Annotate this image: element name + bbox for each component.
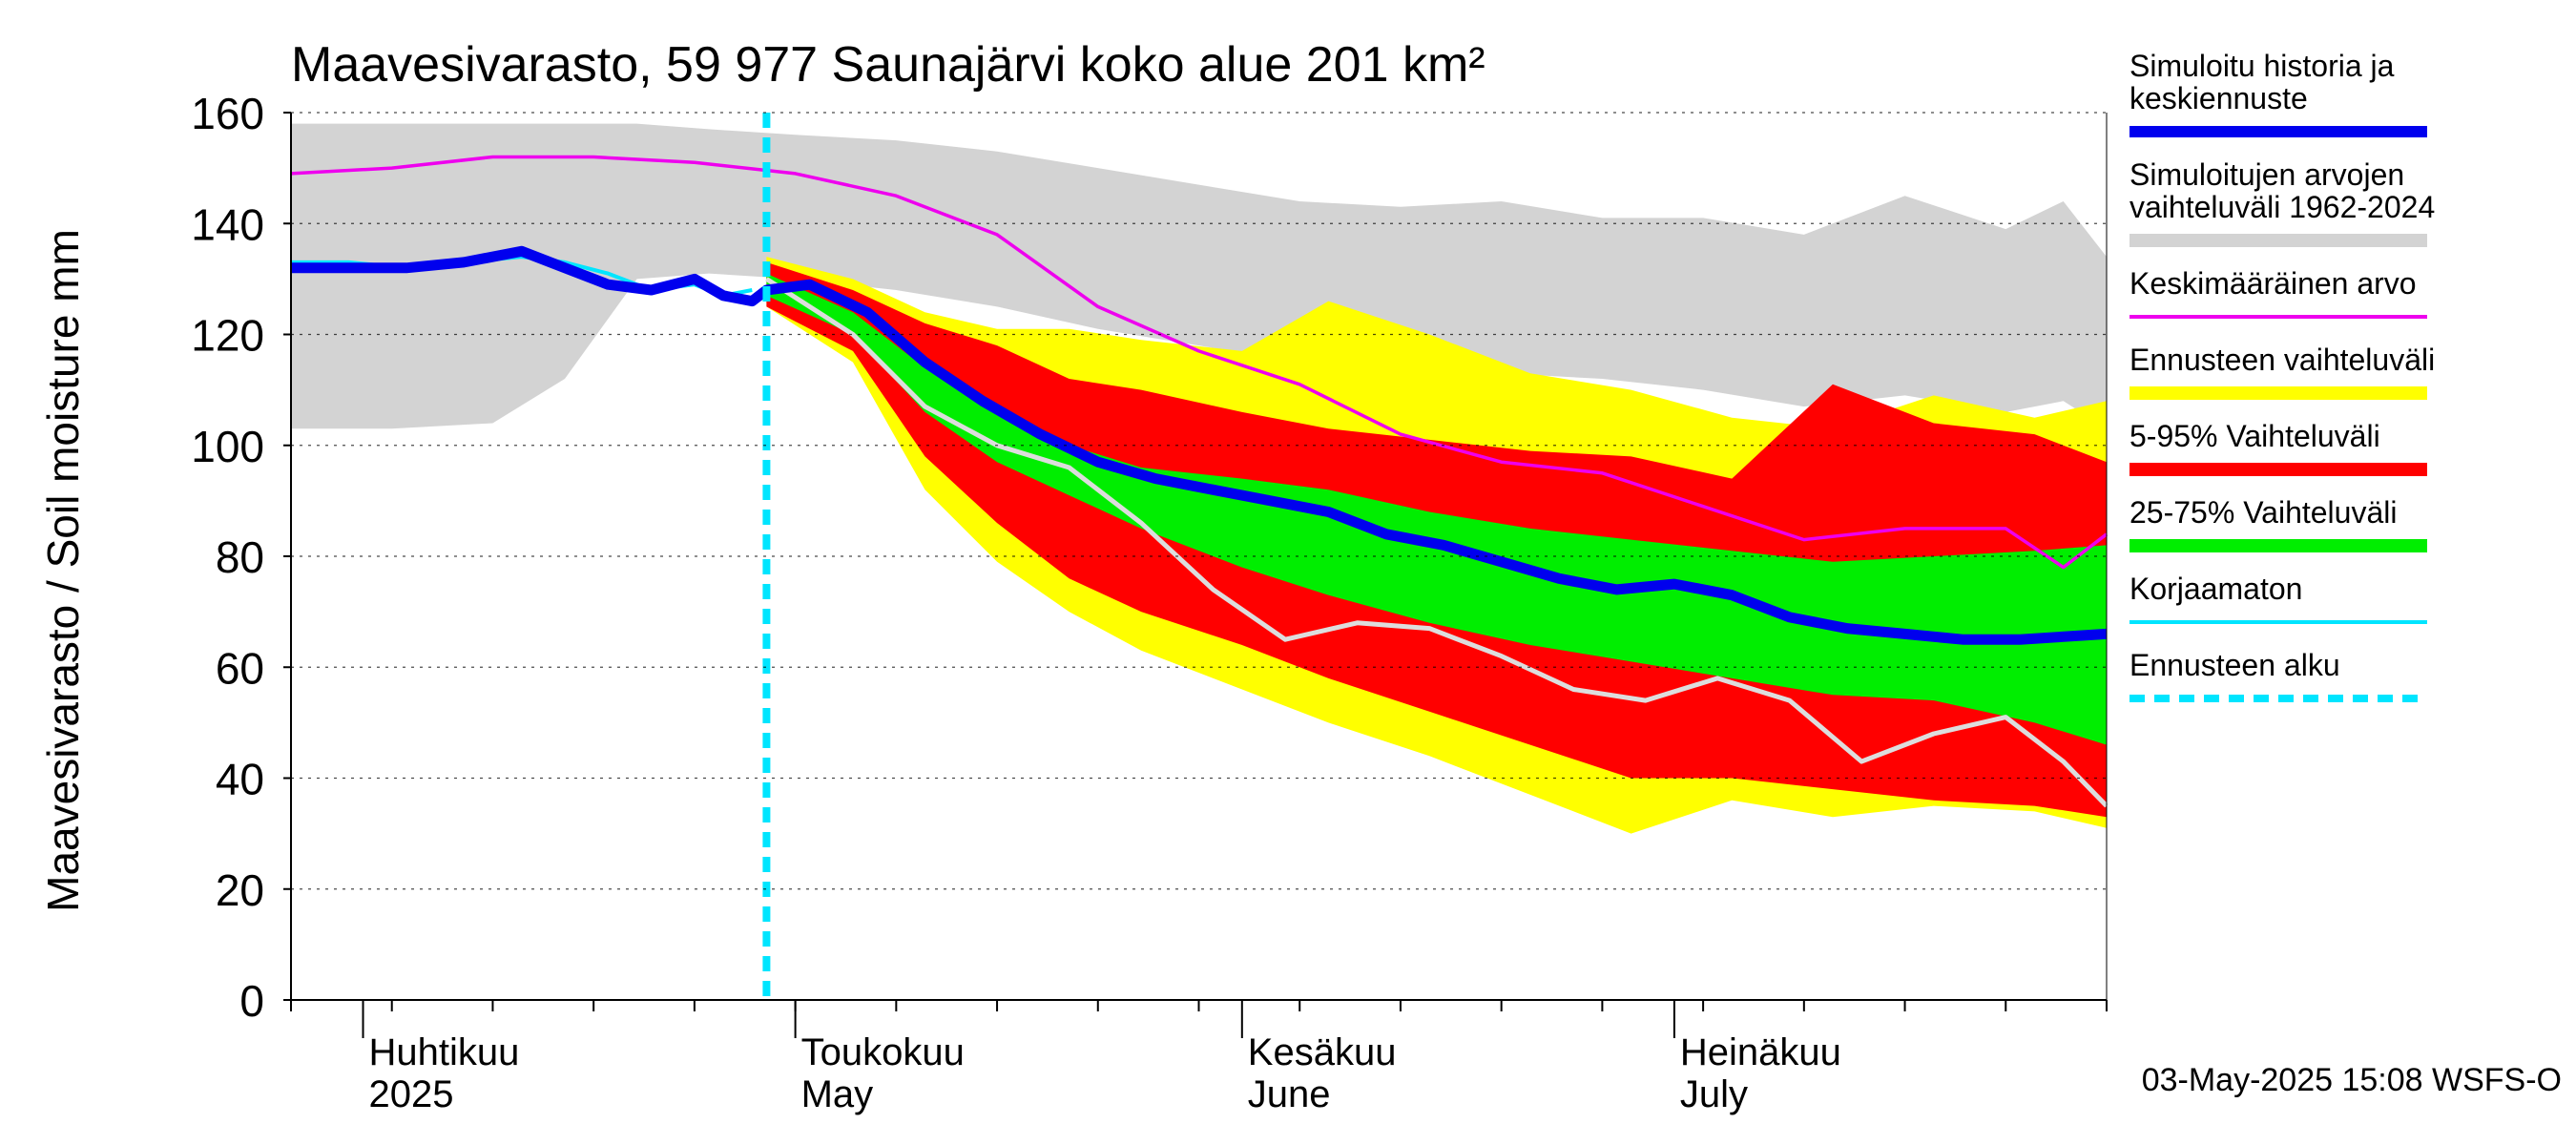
legend-label: Korjaamaton [2129, 572, 2302, 606]
legend-label: keskiennuste [2129, 81, 2308, 115]
band-25-75 [766, 273, 2107, 745]
lines-layer [290, 113, 2109, 1000]
y-axis-label: Maavesivarasto / Soil moisture mm [38, 229, 88, 912]
x-month-label-fi: Toukokuu [801, 1031, 965, 1073]
legend-label: vaihteluväli 1962-2024 [2129, 190, 2435, 224]
x-month-label-en: June [1248, 1073, 1331, 1115]
x-month-label-en: May [801, 1073, 874, 1115]
x-month-label-fi: Kesäkuu [1248, 1031, 1397, 1073]
bands-layer [291, 123, 2107, 834]
y-tick-label: 140 [191, 199, 264, 249]
timestamp: 03-May-2025 15:08 WSFS-O [2142, 1062, 2562, 1098]
x-month-label-fi: Huhtikuu [369, 1031, 520, 1073]
chart-title: Maavesivarasto, 59 977 Saunajärvi koko a… [291, 37, 1485, 93]
legend-label: Ennusteen alku [2129, 648, 2340, 682]
x-month-label-fi: Heinäkuu [1680, 1031, 1841, 1073]
y-tick-label: 160 [191, 89, 264, 138]
band-hist-range [291, 123, 2107, 429]
x-month-label-en: 2025 [369, 1073, 454, 1115]
legend-label: 5-95% Vaihteluväli [2129, 419, 2380, 453]
y-tick-label: 20 [216, 865, 264, 915]
y-tick-label: 60 [216, 643, 264, 693]
legend-label: Ennusteen vaihteluväli [2129, 343, 2435, 377]
legend-label: 25-75% Vaihteluväli [2129, 495, 2397, 530]
legend-label: Simuloitujen arvojen [2129, 157, 2404, 192]
legend-label: Simuloitu historia ja [2129, 49, 2395, 83]
y-tick-label: 80 [216, 532, 264, 582]
y-tick-label: 0 [239, 976, 264, 1026]
y-tick-label: 120 [191, 311, 264, 361]
line-history [291, 245, 2108, 645]
line-mean [290, 155, 2109, 570]
y-tick-label: 100 [191, 422, 264, 471]
x-month-label-en: July [1680, 1073, 1748, 1115]
y-tick-label: 40 [216, 755, 264, 804]
line-gray [765, 277, 2109, 808]
legend-label: Keskimääräinen arvo [2129, 266, 2417, 301]
